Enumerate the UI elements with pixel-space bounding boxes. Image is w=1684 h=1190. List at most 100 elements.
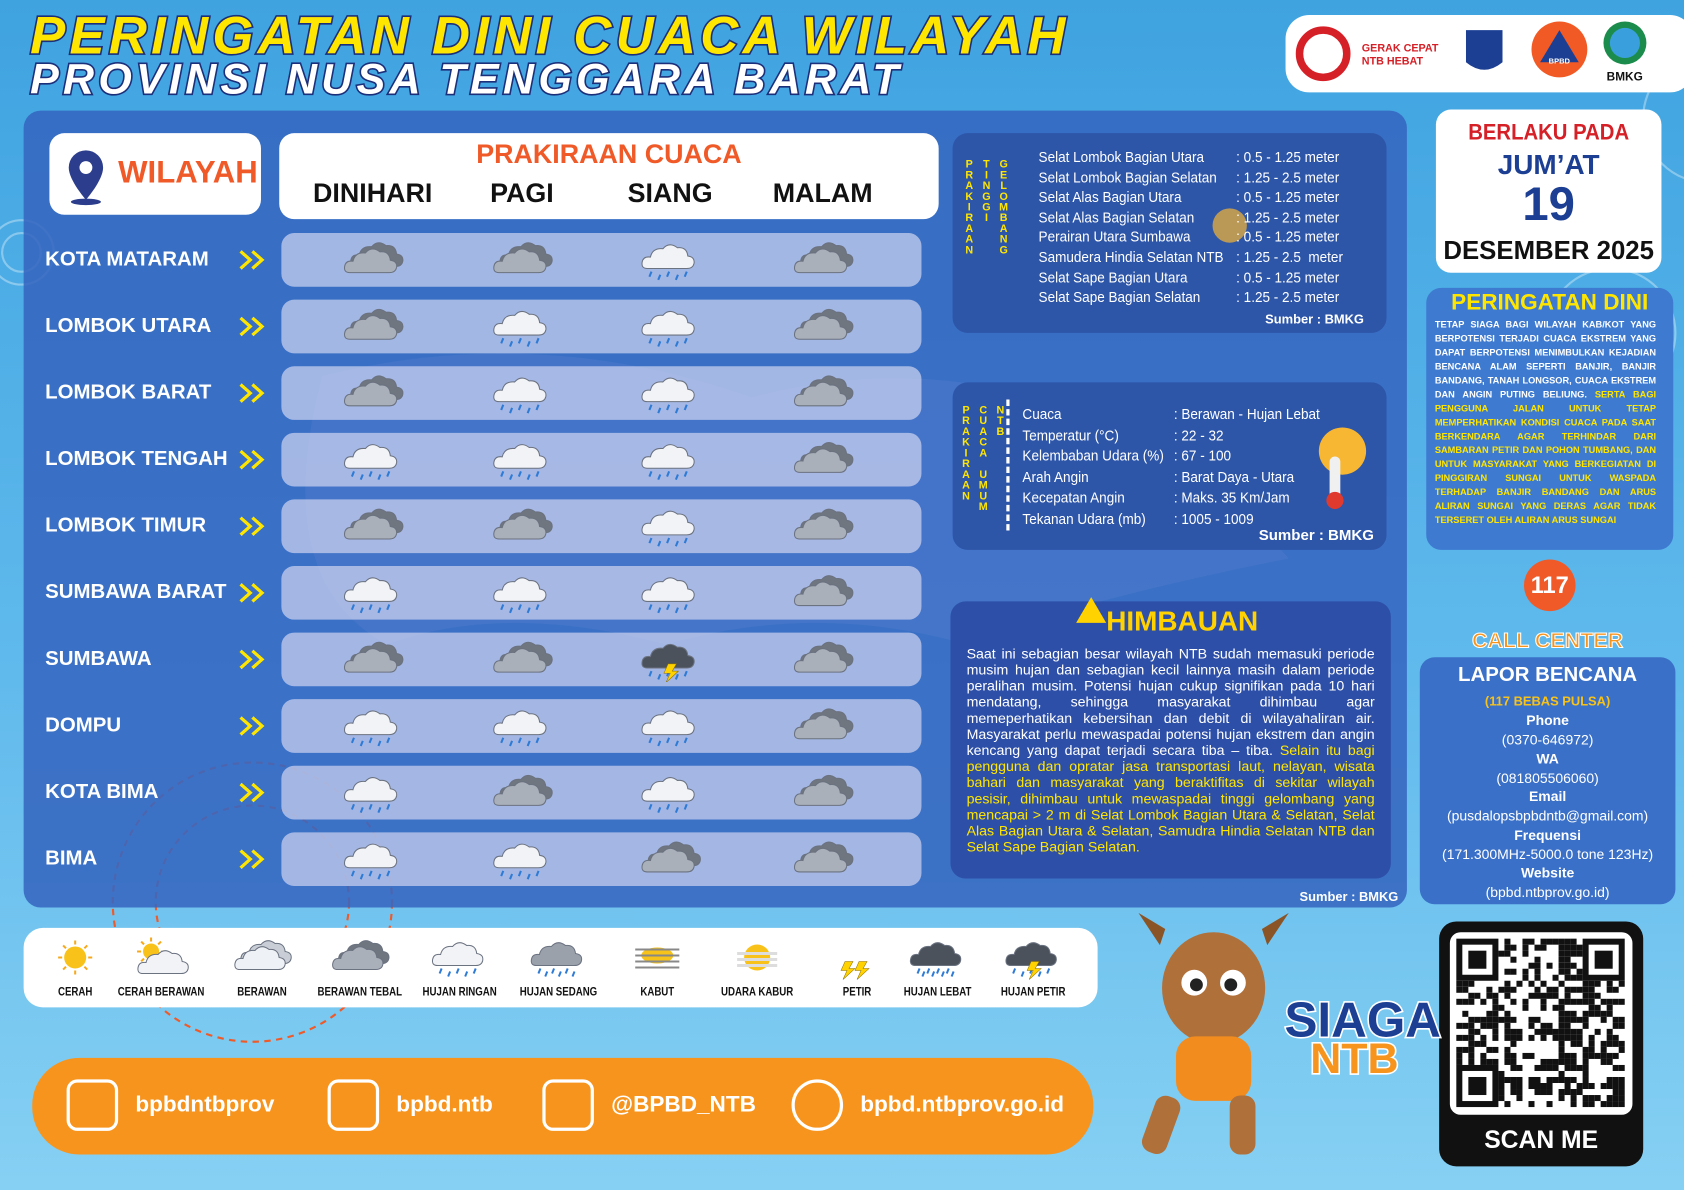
icon-shape: [641, 776, 695, 802]
qr-module: [1582, 1016, 1589, 1023]
wave-label: PRAKIRAAN: [963, 158, 976, 256]
icon-shape: [945, 968, 950, 975]
icon-shape: [350, 803, 355, 810]
icon-shape: [666, 537, 671, 544]
icon-shape: [683, 470, 688, 477]
qr-module: [1606, 1028, 1613, 1035]
qr-module: [1534, 1064, 1541, 1071]
arrow-shape: [239, 316, 253, 337]
qr-module: [1558, 1004, 1565, 1011]
qr-module: [1510, 1083, 1517, 1090]
title: PERINGATAN DINI CUACA WILAYAH: [28, 6, 1070, 67]
icon-shape: [683, 337, 688, 344]
period-label: PAGI: [490, 178, 554, 209]
qr-module: [1510, 944, 1517, 951]
qr-module: [1516, 1076, 1523, 1084]
social-icon[interactable]: [66, 1079, 119, 1131]
qr-module: [1522, 1004, 1529, 1011]
icon-shape: [950, 971, 955, 978]
validity-label: BERLAKU PADA: [1468, 120, 1630, 145]
arrow-shape: [239, 849, 253, 869]
qr-module: [1594, 1004, 1601, 1011]
icon-shape: [793, 514, 848, 540]
icon-shape: [683, 270, 688, 277]
qr-module: [1498, 1095, 1505, 1102]
qr-module: [1540, 944, 1547, 951]
social-handle[interactable]: bpbdntbprov: [135, 1092, 275, 1117]
qr-module: [1564, 1022, 1571, 1029]
icon-shape: [343, 647, 398, 673]
icon-shape: [438, 968, 443, 975]
qr-finder: [1468, 950, 1487, 969]
qr-module: [1594, 1010, 1601, 1017]
qr-module: [1462, 1034, 1469, 1041]
qr-module: [1582, 998, 1589, 1005]
weather-icon: [137, 937, 189, 975]
qr-module: [1504, 1010, 1511, 1017]
icon-shape: [648, 803, 653, 810]
qr-module: [1540, 938, 1547, 945]
social-icon[interactable]: [327, 1079, 380, 1131]
icon-shape: [517, 737, 522, 743]
region-label: SUMBAWA BARAT: [45, 581, 227, 604]
callcenter-panel: [1419, 657, 1676, 905]
qr-module: [1462, 986, 1469, 993]
social-icon[interactable]: [542, 1079, 594, 1131]
contact-value: (0370-646972): [1501, 731, 1594, 748]
icon-shape: [657, 806, 662, 813]
qr-module: [1594, 1028, 1601, 1035]
icon-shape: [666, 404, 671, 411]
qr-module: [1588, 1046, 1595, 1053]
qr-module: [1588, 1052, 1595, 1059]
icon-shape: [940, 971, 945, 978]
qr-module: [1552, 938, 1559, 945]
arrow: [239, 849, 265, 869]
social-handle[interactable]: bpbd.ntbprov.go.id: [860, 1092, 1065, 1117]
qr-module: [1600, 1058, 1607, 1065]
qr-module: [1504, 1052, 1511, 1059]
qr-module: [1456, 998, 1463, 1005]
icon-shape: [674, 606, 679, 613]
qr-module: [1522, 998, 1529, 1005]
icon-shape: [666, 470, 671, 477]
icon-shape: [350, 603, 355, 610]
qr-module: [1468, 1022, 1475, 1029]
qr-module: [1546, 1083, 1553, 1090]
qr-module: [1474, 1028, 1481, 1035]
mascot-body: [1176, 1036, 1252, 1101]
icon-shape: [62, 945, 67, 950]
weather-icon: [343, 843, 398, 880]
qr-module: [1558, 1016, 1565, 1023]
qr-module: [1564, 1064, 1571, 1071]
icon-shape: [493, 710, 547, 735]
warning-highlight: SERTA BAGI PENGGUNA JALAN UNTUK TETAP ME…: [1434, 388, 1657, 526]
social-handle[interactable]: @BPBD_NTB: [611, 1092, 756, 1117]
icon-shape: [234, 946, 286, 971]
weather-icon: [793, 508, 854, 540]
social-icon[interactable]: [791, 1079, 844, 1131]
icon-shape: [641, 310, 695, 336]
qr-module: [1612, 1034, 1619, 1041]
icon-shape: [666, 803, 671, 810]
qr-module: [1552, 1034, 1559, 1041]
legend-label: CERAH BERAWAN: [117, 985, 205, 999]
warning-text: TETAP SIAGA BAGI WILAYAH KAB/KOT YANG BE…: [1435, 318, 1656, 527]
callcenter-note: (117 BEBAS PULSA): [1484, 693, 1611, 709]
qr-module: [1612, 1095, 1619, 1102]
qr-module: [1510, 1016, 1517, 1023]
icon-shape: [140, 941, 145, 946]
general-panel: [952, 382, 1387, 550]
qr-module: [1558, 1070, 1565, 1077]
arrow-shape: [251, 716, 265, 736]
qr-module: [1588, 1083, 1595, 1090]
qr-module: [1468, 1028, 1475, 1035]
qr-module: [1564, 968, 1571, 975]
region-label: SUMBAWA: [45, 647, 152, 671]
qr-module: [1540, 1034, 1547, 1041]
qr-module: [1558, 1010, 1565, 1017]
icon-shape: [343, 443, 398, 469]
icon-shape: [368, 603, 373, 610]
qr-module: [1480, 1040, 1487, 1047]
social-handle[interactable]: bpbd.ntb: [396, 1092, 493, 1117]
